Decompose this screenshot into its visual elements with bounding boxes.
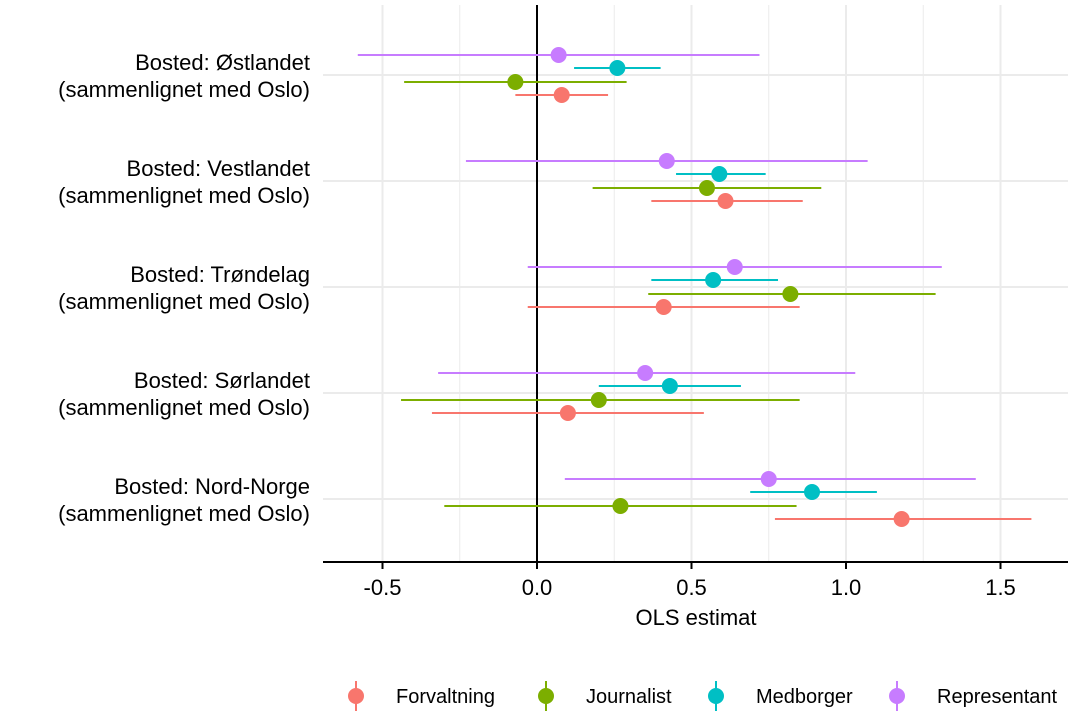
point-estimate <box>893 511 910 527</box>
point-estimate <box>609 60 626 76</box>
point-estimate <box>705 272 722 288</box>
series-journalist <box>401 74 936 514</box>
category-label-line2: (sammenlignet med Oslo) <box>58 395 310 420</box>
point-estimate <box>550 47 567 63</box>
category-label-line1: Bosted: Vestlandet <box>127 156 310 181</box>
legend-item-journalist: Journalist <box>538 681 672 711</box>
legend-key-point <box>538 688 554 704</box>
legend-key-point <box>708 688 724 704</box>
series-medborger <box>574 60 877 500</box>
point-estimate <box>637 365 654 381</box>
x-tick-label: 0.5 <box>676 575 707 600</box>
legend-item-forvaltning: Forvaltning <box>348 681 495 711</box>
legend-label: Forvaltning <box>396 686 495 708</box>
point-estimate <box>661 378 678 394</box>
y-axis-labels: Bosted: Østlandet(sammenlignet med Oslo)… <box>58 50 310 526</box>
legend-label: Representant <box>937 686 1058 708</box>
x-tick-label: 1.0 <box>831 575 862 600</box>
point-estimate <box>658 153 675 169</box>
category-label-line1: Bosted: Nord-Norge <box>114 474 310 499</box>
point-estimate <box>804 484 821 500</box>
x-axis: -0.5 0.0 0.5 1.0 1.5 <box>323 561 1068 600</box>
point-estimate <box>612 498 629 514</box>
point-estimate <box>782 286 799 302</box>
category-label-line2: (sammenlignet med Oslo) <box>58 183 310 208</box>
legend: Forvaltning Journalist Medborger Representa… <box>348 681 1058 711</box>
series-forvaltning <box>431 87 1032 527</box>
point-estimate <box>717 193 734 209</box>
category-label-line2: (sammenlignet med Oslo) <box>58 501 310 526</box>
category-label-line1: Bosted: Sørlandet <box>134 368 310 393</box>
plot-marks <box>357 47 1032 527</box>
category-label-line2: (sammenlignet med Oslo) <box>58 77 310 102</box>
category-label-line1: Bosted: Østlandet <box>135 50 310 75</box>
category-label-line2: (sammenlignet med Oslo) <box>58 289 310 314</box>
point-estimate <box>559 405 576 421</box>
category-label-line1: Bosted: Trøndelag <box>130 262 310 287</box>
grid-lines <box>323 5 1068 562</box>
legend-key-point <box>348 688 364 704</box>
point-estimate <box>655 299 672 315</box>
x-axis-title: OLS estimat <box>635 605 756 630</box>
point-estimate <box>553 87 570 103</box>
point-estimate <box>726 259 743 275</box>
point-estimate <box>507 74 524 90</box>
series-representant <box>357 47 976 487</box>
legend-item-medborger: Medborger <box>708 681 853 711</box>
legend-label: Medborger <box>756 686 853 708</box>
legend-key-point <box>889 688 905 704</box>
legend-item-representant: Representant <box>889 681 1058 711</box>
x-tick-label: -0.5 <box>364 575 402 600</box>
point-estimate <box>711 166 728 182</box>
x-tick-label: 0.0 <box>522 575 553 600</box>
point-estimate <box>760 471 777 487</box>
point-estimate <box>698 180 715 196</box>
point-estimate <box>590 392 607 408</box>
x-tick-label: 1.5 <box>985 575 1016 600</box>
legend-label: Journalist <box>586 686 672 708</box>
